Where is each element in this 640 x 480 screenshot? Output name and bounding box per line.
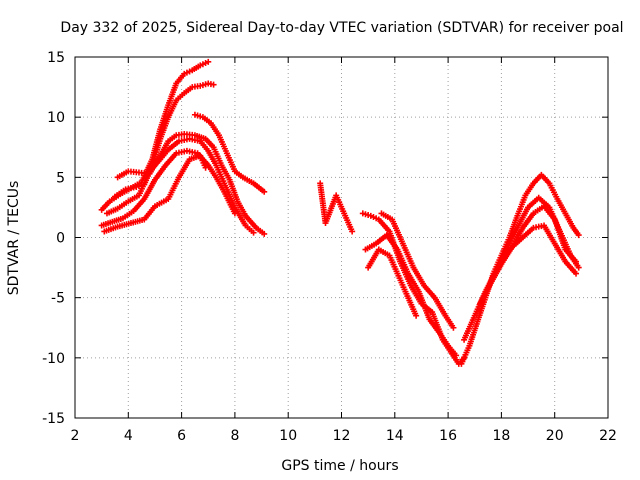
data-point xyxy=(573,258,580,265)
series-track-16 xyxy=(498,222,580,277)
y-axis-label: SDTVAR / TECUs xyxy=(6,181,22,296)
series-track-6 xyxy=(101,152,209,235)
data-point xyxy=(413,312,420,319)
y-tick-label: 5 xyxy=(56,170,65,186)
series-track-9 xyxy=(359,210,468,367)
x-tick-label: 12 xyxy=(333,428,351,444)
series-track-5 xyxy=(98,147,238,229)
x-tick-label: 16 xyxy=(439,428,457,444)
data-point xyxy=(205,58,212,65)
chart-title: Day 332 of 2025, Sidereal Day-to-day VTE… xyxy=(60,20,623,36)
axis-ticks: 2 4 6 8 10 12 14 16 18 20 22 -15 -10 -5 0 5 10 15 xyxy=(42,50,617,444)
series-track-2 xyxy=(111,80,217,200)
data-point xyxy=(261,230,268,237)
x-tick-label: 8 xyxy=(230,428,239,444)
y-tick-label: 0 xyxy=(56,231,65,247)
y-tick-label: 10 xyxy=(47,110,65,126)
data-point xyxy=(575,264,582,271)
series-track-12 xyxy=(365,246,420,319)
y-tick-label: -5 xyxy=(51,291,65,307)
series-track-1 xyxy=(98,58,212,213)
y-tick-label: -15 xyxy=(42,411,65,427)
data-point xyxy=(261,188,268,195)
series-track-13 xyxy=(458,171,582,367)
y-tick-label: 15 xyxy=(47,50,65,66)
x-tick-label: 22 xyxy=(599,428,617,444)
x-axis-label: GPS time / hours xyxy=(281,458,398,474)
x-tick-label: 20 xyxy=(546,428,564,444)
series-track-8 xyxy=(317,180,356,235)
data-point xyxy=(349,228,356,235)
x-tick-label: 2 xyxy=(71,428,80,444)
data-point xyxy=(231,210,238,217)
series-track-14 xyxy=(461,194,582,343)
data-point xyxy=(453,352,460,359)
series-track-15 xyxy=(477,203,580,307)
x-tick-label: 6 xyxy=(177,428,186,444)
data-point xyxy=(450,324,457,331)
series-track-11 xyxy=(378,210,457,331)
data-points xyxy=(98,58,582,367)
data-point xyxy=(210,81,217,88)
series-track-7 xyxy=(191,111,268,195)
y-tick-label: -10 xyxy=(42,351,65,367)
data-point xyxy=(573,270,580,277)
data-point xyxy=(202,164,209,171)
x-tick-label: 10 xyxy=(279,428,297,444)
x-tick-label: 14 xyxy=(386,428,404,444)
grid xyxy=(75,57,608,418)
data-point xyxy=(250,229,257,236)
x-tick-label: 4 xyxy=(124,428,133,444)
data-point xyxy=(575,232,582,239)
x-tick-label: 18 xyxy=(492,428,510,444)
series-track-10 xyxy=(362,232,460,359)
